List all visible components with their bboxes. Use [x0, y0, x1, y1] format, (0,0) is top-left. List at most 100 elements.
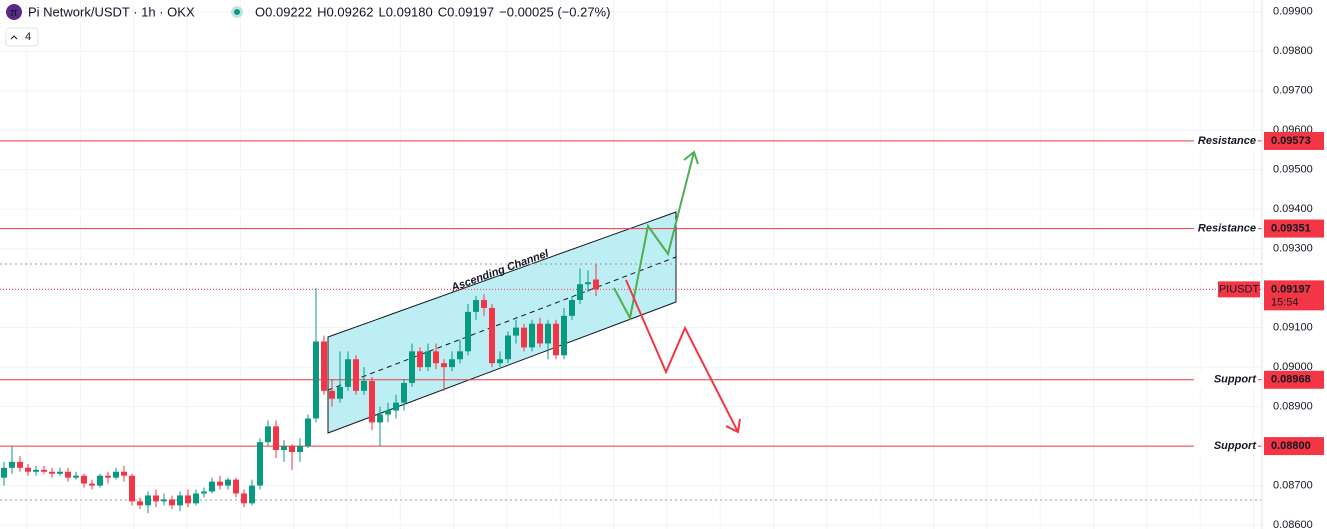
candle-body: [105, 475, 111, 478]
candle-body: [129, 475, 135, 502]
level-name: Support: [1214, 440, 1257, 452]
candle-body: [353, 359, 359, 391]
candle-body: [225, 479, 231, 486]
level-price: 0.08800: [1271, 440, 1311, 452]
axis-labels: 0.099000.098000.097000.096000.095000.094…: [1218, 6, 1324, 529]
candle-body: [161, 499, 167, 502]
candle-body: [177, 495, 183, 506]
ohlc-label: O: [255, 4, 265, 19]
candle-body: [585, 282, 591, 285]
candle-body: [593, 279, 599, 290]
candle-body: [289, 446, 295, 453]
ohlc-value: 0.09262: [327, 4, 374, 19]
y-tick-label: 0.09900: [1273, 6, 1313, 18]
candle-body: [553, 323, 559, 356]
candle-body: [521, 327, 527, 348]
candle-body: [297, 446, 303, 453]
current-name-bg: [1218, 281, 1260, 298]
ohlc-label: H: [317, 4, 326, 19]
candle-body: [9, 461, 15, 468]
change: −0.00025 (−0.27%): [499, 4, 610, 19]
candle-body: [393, 402, 399, 411]
candle-body: [1, 467, 7, 478]
chevron: [10, 35, 18, 40]
symbol[interactable]: Pi Network/USDT · 1h · OKX: [28, 4, 195, 19]
candle-body: [481, 300, 487, 308]
candle-body: [273, 426, 279, 451]
candle-body: [361, 380, 367, 391]
level-price-bg: [1264, 131, 1324, 150]
candle-body: [545, 323, 551, 344]
level-name-bg: [1194, 220, 1258, 237]
candle-body: [497, 359, 503, 364]
candle-body: [121, 471, 127, 476]
candle-body: [385, 410, 391, 415]
candle-body: [153, 495, 159, 502]
ohlc-value: 0.09180: [386, 4, 433, 19]
candle-body: [345, 359, 351, 387]
candle-body: [49, 471, 55, 474]
candle-body: [369, 380, 375, 423]
candle-body: [473, 300, 479, 312]
bearish-arrow: [625, 279, 739, 433]
level-price-bg: [1264, 219, 1324, 238]
candle-body: [417, 351, 423, 368]
candle-body: [89, 483, 95, 486]
candle-body: [337, 386, 343, 399]
current-name: PIUSDT: [1219, 283, 1260, 295]
candle-body: [433, 351, 439, 364]
candle-body: [305, 418, 311, 447]
arrowhead: [683, 150, 699, 165]
ohlc: O 0.09222 H 0.09262 L 0.09180 C 0.09197 −0.00025…: [255, 4, 610, 19]
channel-midline: [327, 256, 677, 391]
countdown: 15:54: [1271, 296, 1299, 308]
candle-body: [449, 359, 455, 368]
candle-body: [409, 351, 415, 383]
candle-body: [97, 475, 103, 486]
candle-body: [113, 471, 119, 478]
symbol-icon: [6, 4, 22, 20]
ohlc-label: L: [379, 4, 386, 19]
candle-body: [401, 382, 407, 403]
candle-body: [233, 479, 239, 494]
candle-body: [193, 493, 199, 504]
current-price-bg: [1264, 280, 1324, 311]
candle-body: [425, 351, 431, 368]
y-tick-label: 0.08900: [1273, 401, 1313, 413]
arrowhead: [725, 418, 741, 434]
y-tick-label: 0.09100: [1273, 322, 1313, 334]
candle-body: [537, 323, 543, 344]
level-name-bg: [1194, 438, 1258, 455]
level-price-bg: [1264, 370, 1324, 389]
y-tick-label: 0.09400: [1273, 203, 1313, 215]
level-name: Resistance: [1198, 222, 1256, 234]
candle-body: [257, 442, 263, 486]
ohlc-value: 0.09222: [265, 4, 312, 19]
y-tick-label: 0.09700: [1273, 85, 1313, 97]
candle-body: [513, 327, 519, 336]
candle-body: [265, 426, 271, 443]
candle-body: [209, 481, 215, 492]
candle-body: [65, 471, 71, 478]
candle-body: [145, 495, 151, 506]
bullish-arrow: [613, 151, 695, 321]
candle-body: [17, 461, 23, 468]
candle-body: [57, 471, 63, 474]
ohlc-value: 0.09197: [447, 4, 494, 19]
y-tick-label: 0.09500: [1273, 164, 1313, 176]
candle-body: [33, 469, 39, 472]
indicator-toggle[interactable]: [5, 27, 39, 47]
candle-body: [201, 491, 207, 494]
candle-body: [329, 390, 335, 399]
candle-body: [505, 335, 511, 360]
y-tick-label: 0.09800: [1273, 45, 1313, 57]
level-price: 0.08968: [1271, 374, 1311, 386]
level-price: 0.09573: [1271, 135, 1311, 147]
candles: [1, 263, 599, 514]
current-price: 0.09197: [1271, 283, 1311, 295]
candle-body: [217, 481, 223, 486]
y-tick-label: 0.08700: [1273, 479, 1313, 491]
candle-body: [561, 315, 567, 356]
